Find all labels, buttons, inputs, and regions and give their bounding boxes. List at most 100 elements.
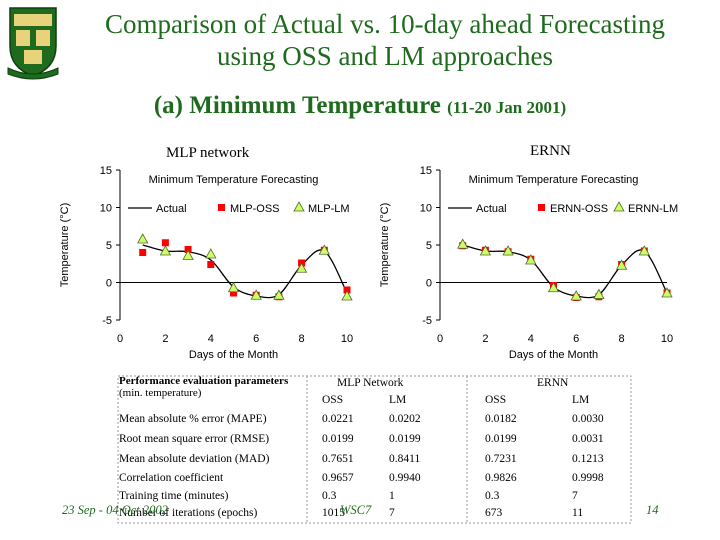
lm-data-point: [661, 287, 673, 298]
group-header-mlp: MLP Network: [337, 377, 404, 389]
legend-square-oss: [538, 204, 545, 211]
lm-data-point: [227, 281, 240, 293]
lm-data-point: [525, 254, 537, 265]
table-cell: 0.1213: [572, 453, 604, 465]
table-cell: 0.0199: [485, 433, 517, 445]
legend-square-oss: [218, 204, 225, 211]
x-tick-label: 2: [482, 333, 488, 345]
lm-data-point: [547, 281, 560, 293]
legend-label: MLP-LM: [308, 203, 350, 215]
y-tick-label: 5: [426, 240, 432, 252]
x-axis-label: Days of the Month: [509, 349, 598, 361]
table-cell: 0.8411: [389, 453, 421, 465]
y-tick-label: 10: [420, 203, 432, 215]
footer-conference: WSC7: [340, 503, 372, 517]
footer-page-number: 14: [646, 503, 659, 517]
y-tick-label: 0: [106, 278, 112, 290]
table-cell: 7: [389, 507, 395, 519]
y-axis-label: Temperature (°C): [59, 203, 71, 287]
actual-series-line: [142, 244, 348, 299]
table-cell: 0.9657: [322, 472, 354, 484]
table-subheader: OSS: [322, 394, 344, 406]
table-cell: 0.0182: [485, 413, 517, 425]
x-tick-label: 6: [573, 333, 579, 345]
table-cell: 0.3: [322, 490, 337, 502]
lm-data-point: [295, 262, 308, 273]
lm-data-point: [273, 289, 285, 300]
chart-title: Minimum Temperature Forecasting: [149, 174, 319, 186]
legend-triangle-lm: [613, 201, 625, 212]
header-label-text: Performance evaluation parameters: [119, 375, 289, 387]
x-tick-label: 10: [341, 333, 353, 345]
y-tick-label: 15: [420, 165, 432, 177]
table-subheader: LM: [389, 394, 407, 406]
legend-label: MLP-OSS: [230, 203, 280, 215]
lm-data-point: [638, 245, 650, 256]
table-cell: 0.0202: [389, 413, 421, 425]
x-tick-label: 8: [299, 333, 305, 345]
oss-data-point: [161, 239, 169, 247]
oss-data-point: [207, 261, 215, 268]
table-row-label: Number of iterations (epochs): [119, 507, 258, 519]
lm-data-point: [205, 248, 217, 259]
table-row-label: Root mean square error (RMSE): [119, 433, 270, 445]
legend-label: ERNN-LM: [628, 203, 678, 215]
lm-data-point: [570, 290, 582, 301]
chart-title: Minimum Temperature Forecasting: [469, 174, 639, 186]
x-tick-label: 6: [253, 333, 259, 345]
ernn-forecast-chart: -5 0 5 10 15 0 2 4 6 8 10 Days of the Month Temperat…: [379, 165, 678, 361]
subtitle-text: (a) Minimum Temperature: [153, 92, 441, 119]
legend-triangle-lm: [293, 201, 305, 212]
title-line-1: Comparison of Actual vs. 10-day ahead Fo…: [104, 9, 666, 39]
oss-data-point: [343, 286, 351, 294]
lm-data-point: [159, 245, 172, 256]
table-row-label: Mean absolute % error (MAPE): [119, 413, 267, 425]
legend-label: Actual: [476, 203, 507, 215]
y-tick-label: -5: [422, 315, 432, 327]
lm-data-point: [341, 290, 353, 301]
right-chart-label: ERNN: [530, 143, 571, 159]
table-cell: 0.7651: [322, 453, 354, 465]
lm-data-point: [457, 238, 469, 249]
lm-data-point: [250, 289, 262, 300]
table-cell: 0.0031: [572, 433, 604, 445]
table-cell: 0.0221: [322, 413, 354, 425]
lm-data-point: [615, 259, 628, 270]
table-cell: 1: [389, 490, 395, 502]
x-tick-label: 4: [208, 333, 214, 345]
y-tick-label: 10: [100, 203, 112, 215]
lm-data-point: [479, 245, 492, 256]
table-cell: 0.9998: [572, 472, 604, 484]
x-tick-label: 2: [162, 333, 168, 345]
table-cell: 7: [572, 490, 578, 502]
lm-data-point: [593, 288, 605, 299]
x-tick-label: 4: [528, 333, 534, 345]
table-header-label: Performance evaluation parameters (min. …: [119, 375, 299, 399]
university-crest-logo: [7, 7, 59, 80]
table-cell: 1015: [322, 507, 345, 519]
left-chart-label: MLP network: [166, 145, 250, 161]
slide-subtitle: (a) Minimum Temperature (11-20 Jan 2001): [0, 92, 720, 120]
table-row-label: Mean absolute deviation (MAD): [119, 453, 270, 465]
legend-label: ERNN-OSS: [550, 203, 608, 215]
table-cell: 0.7231: [485, 453, 517, 465]
subtitle-dates: (11-20 Jan 2001): [447, 98, 567, 117]
oss-data-point: [139, 249, 147, 256]
header-label-suffix: (min. temperature): [119, 387, 202, 399]
table-subheader: LM: [572, 394, 590, 406]
slide-title: Comparison of Actual vs. 10-day ahead Fo…: [60, 8, 710, 72]
lm-data-point: [502, 245, 514, 256]
x-tick-label: 0: [117, 333, 123, 345]
table-cell: 0.9940: [389, 472, 421, 484]
footer-date: 23 Sep - 04 Oct 2002: [62, 503, 168, 517]
table-cell: 0.0199: [389, 433, 421, 445]
table-cell: 673: [485, 507, 503, 519]
y-tick-label: -5: [102, 315, 112, 327]
y-tick-label: 5: [106, 240, 112, 252]
table-cell: 0.3: [485, 490, 500, 502]
table-cell: 11: [572, 507, 584, 519]
table-cell: 0.0030: [572, 413, 604, 425]
table-row-label: Correlation coefficient: [119, 472, 224, 484]
table-cell: 0.0199: [322, 433, 354, 445]
x-axis-label: Days of the Month: [189, 349, 278, 361]
